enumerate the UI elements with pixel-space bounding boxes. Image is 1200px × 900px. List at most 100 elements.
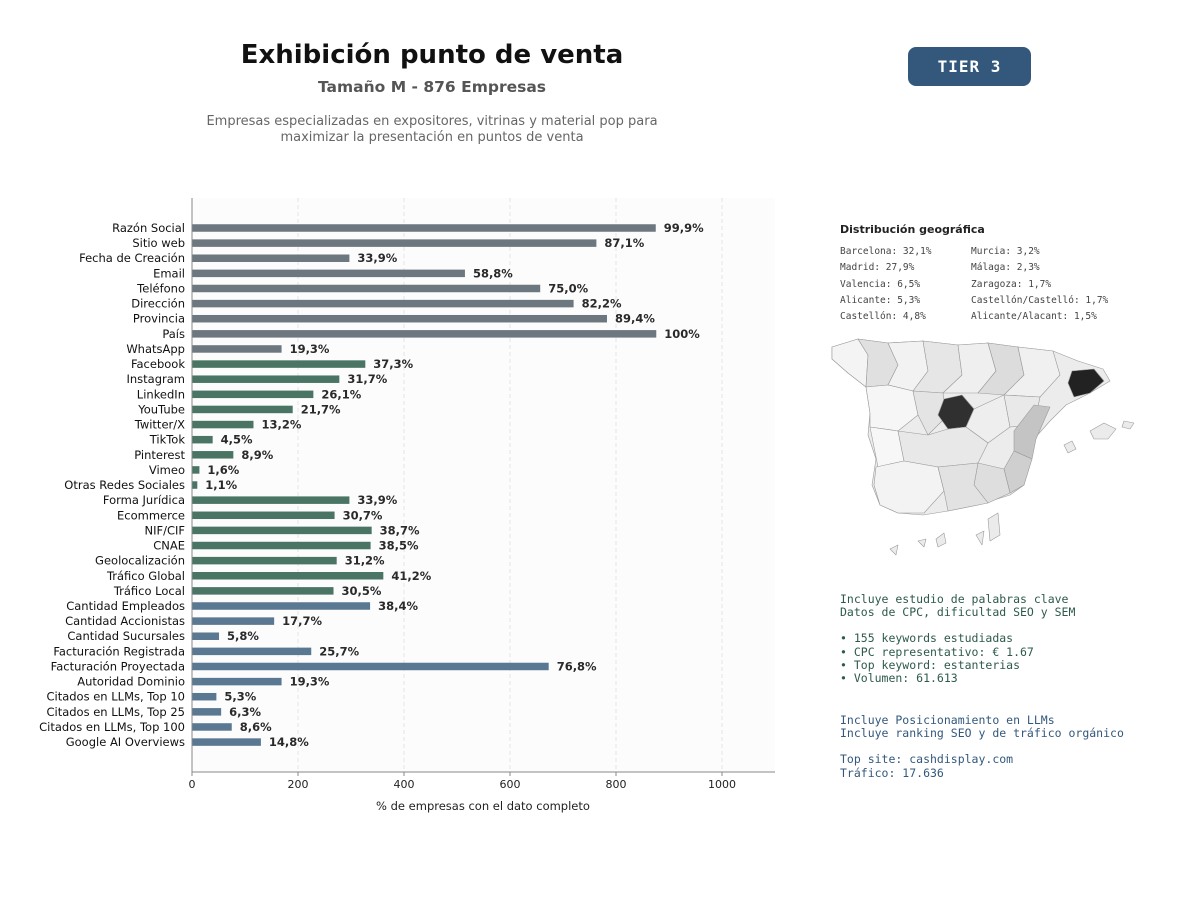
category-label: Provincia <box>133 312 185 326</box>
plot-background <box>192 198 775 772</box>
x-tick-label: 1000 <box>708 778 736 791</box>
value-label: 76,8% <box>557 659 597 673</box>
category-label: Citados en LLMs, Top 100 <box>39 720 185 734</box>
value-label: 38,4% <box>378 599 418 613</box>
category-label: Tráfico Global <box>106 569 185 583</box>
map-island <box>1089 422 1117 440</box>
category-label: Fecha de Creación <box>79 251 185 265</box>
llm-info: Incluye Posicionamiento en LLMs Incluye r… <box>840 713 1124 780</box>
geo-item: Madrid: 27,9% <box>840 262 915 274</box>
category-label: Facturación Proyectada <box>51 659 185 673</box>
x-tick-label: 200 <box>288 778 309 791</box>
bar <box>192 511 335 520</box>
x-tick-labels: 0 200 400 600 800 1000 <box>189 772 736 791</box>
bar <box>192 556 337 565</box>
category-label: Twitter/X <box>134 418 185 432</box>
bar <box>192 345 282 353</box>
page-title: Exhibición punto de venta <box>240 40 624 70</box>
category-label: Geolocalización <box>95 554 185 568</box>
bar <box>192 435 213 444</box>
keywords-line: Datos de CPC, dificultad SEO y SEM <box>840 605 1076 620</box>
bar <box>192 360 366 368</box>
geo-item: Barcelona: 32,1% <box>840 246 932 257</box>
map-region <box>865 384 919 432</box>
bar <box>192 602 371 610</box>
category-label: País <box>162 327 185 341</box>
category-label: Google AI Overviews <box>66 735 185 749</box>
value-label: 1,6% <box>207 463 239 477</box>
geo-item: Alicante: 5,3% <box>840 294 921 306</box>
description-line: Empresas especializadas en expositores, … <box>206 114 658 129</box>
x-tick-label: 600 <box>500 778 521 791</box>
category-label: Razón Social <box>112 221 185 235</box>
bar <box>192 526 372 535</box>
value-label: 8,9% <box>241 448 273 462</box>
bar <box>192 405 293 414</box>
category-label: Instagram <box>126 372 185 386</box>
value-label: 8,6% <box>240 720 272 734</box>
geo-title: Distribución geográfica <box>840 223 985 236</box>
value-label: 4,5% <box>221 433 253 447</box>
value-label: 14,8% <box>269 735 309 749</box>
category-label: TikTok <box>149 433 186 447</box>
bars-group <box>192 224 657 746</box>
keywords-info: Incluye estudio de palabras clave Datos d… <box>840 592 1076 686</box>
map-region <box>965 394 1011 444</box>
category-label: Cantidad Accionistas <box>65 614 185 628</box>
keywords-line: Incluye estudio de palabras clave <box>840 592 1069 606</box>
value-label: 21,7% <box>301 402 341 416</box>
category-label: Pinterest <box>134 448 185 462</box>
bar <box>192 496 350 504</box>
category-label: Vimeo <box>149 463 185 477</box>
geo-item: Málaga: 2,3% <box>971 262 1040 274</box>
grid-lines <box>297 198 723 772</box>
page-description: Empresas especializadas en expositores, … <box>182 114 682 146</box>
x-tick-label: 0 <box>189 778 196 791</box>
bar <box>192 390 314 399</box>
map-region <box>873 460 945 514</box>
bar <box>192 587 334 595</box>
value-label: 30,7% <box>343 508 383 522</box>
category-label: Tráfico Local <box>113 584 185 598</box>
map-region <box>937 462 989 512</box>
x-tick-label: 800 <box>606 778 627 791</box>
geo-column: Murcia: 3,2% Málaga: 2,3% Zaragoza: 1,7%… <box>971 246 1108 327</box>
bar <box>192 254 350 262</box>
bar <box>192 572 384 580</box>
description-line: maximizar la presentación en puntos de v… <box>280 130 584 145</box>
category-label: Email <box>153 266 185 280</box>
bar <box>192 330 657 338</box>
page-subtitle: Tamaño M - 876 Empresas <box>317 78 547 96</box>
value-label: 5,8% <box>227 629 259 643</box>
value-label: 26,1% <box>321 387 361 401</box>
bar <box>192 239 597 247</box>
value-label: 1,1% <box>205 478 237 492</box>
map-island <box>935 532 947 548</box>
value-label: 19,3% <box>290 675 330 689</box>
bar <box>192 481 198 489</box>
value-label: 82,2% <box>582 297 622 311</box>
map-island <box>889 544 899 556</box>
keywords-bullet: • Volumen: 61.613 <box>840 671 958 686</box>
bar <box>192 466 200 474</box>
x-axis-label: % de empresas con el dato completo <box>376 799 590 813</box>
value-label: 100% <box>664 327 700 341</box>
bar <box>192 314 607 323</box>
bar <box>192 662 549 671</box>
value-label: 17,7% <box>282 614 322 628</box>
category-label: Facebook <box>131 357 185 371</box>
value-label: 33,9% <box>357 251 397 265</box>
bar <box>192 541 371 550</box>
bar <box>192 677 282 686</box>
traffic: Tráfico: 17.636 <box>840 765 944 780</box>
bar <box>192 617 275 625</box>
category-label: Ecommerce <box>117 508 185 522</box>
category-label: Sitio web <box>132 236 185 250</box>
map-region-barcelona <box>1067 368 1105 398</box>
geo-item: Murcia: 3,2% <box>971 246 1040 257</box>
category-label: Dirección <box>131 297 185 311</box>
value-label: 38,7% <box>380 523 420 537</box>
bar <box>192 723 232 731</box>
bar <box>192 708 222 716</box>
